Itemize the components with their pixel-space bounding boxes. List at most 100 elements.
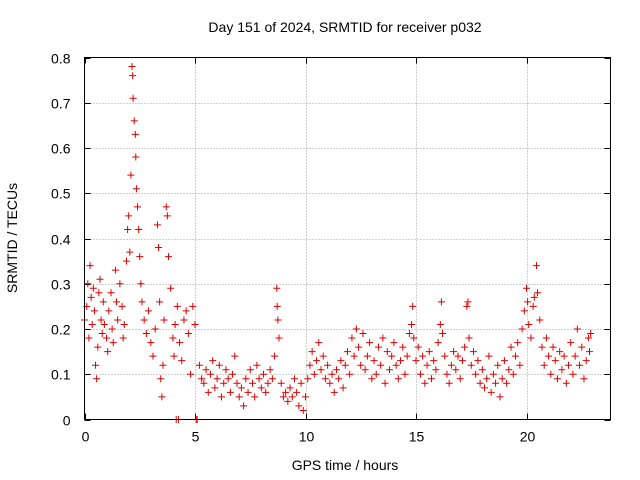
data-point	[131, 130, 139, 138]
data-point	[229, 370, 237, 378]
data-point	[416, 370, 424, 378]
data-point	[213, 375, 221, 383]
data-point	[231, 352, 239, 360]
data-point	[328, 370, 336, 378]
data-point	[173, 302, 181, 310]
data-point	[187, 370, 195, 378]
data-point	[126, 248, 134, 256]
data-point	[445, 379, 453, 387]
data-point	[202, 366, 210, 374]
data-point	[374, 343, 382, 351]
data-point	[118, 302, 126, 310]
data-point	[180, 316, 188, 324]
data-point	[530, 293, 538, 301]
data-point	[525, 320, 533, 328]
data-point	[176, 339, 184, 347]
data-point	[93, 375, 101, 383]
data-point	[337, 357, 345, 365]
data-point	[107, 289, 115, 297]
data-point	[511, 352, 519, 360]
data-point	[498, 375, 506, 383]
data-point	[441, 352, 449, 360]
data-point	[164, 253, 172, 261]
data-point	[95, 289, 103, 297]
data-point	[268, 375, 276, 383]
data-point	[492, 379, 500, 387]
data-point	[536, 316, 544, 324]
data-point	[237, 384, 245, 392]
data-point	[352, 325, 360, 333]
data-point	[290, 375, 298, 383]
data-point	[556, 348, 564, 356]
data-point	[370, 357, 378, 365]
data-point	[204, 388, 212, 396]
data-point	[90, 307, 98, 315]
data-point	[520, 307, 528, 315]
data-point	[224, 375, 232, 383]
y-tick-label: 0.5	[51, 186, 71, 202]
data-point	[251, 393, 259, 401]
data-point	[198, 375, 206, 383]
data-point	[130, 117, 138, 125]
data-point	[127, 171, 135, 179]
data-point	[288, 393, 296, 401]
data-point	[253, 361, 261, 369]
data-point	[159, 361, 167, 369]
data-point	[439, 330, 447, 338]
data-point	[105, 307, 113, 315]
data-point	[332, 366, 340, 374]
data-point	[540, 361, 548, 369]
data-point	[122, 257, 130, 265]
data-point	[160, 316, 168, 324]
data-point	[155, 244, 163, 252]
data-point	[509, 370, 517, 378]
data-point	[147, 339, 155, 347]
data-point	[295, 402, 303, 410]
data-point	[137, 280, 145, 288]
data-point	[306, 361, 314, 369]
data-point	[195, 361, 203, 369]
data-point	[94, 343, 102, 351]
data-point	[586, 348, 594, 356]
data-point	[293, 388, 301, 396]
data-point	[390, 339, 398, 347]
data-point	[584, 334, 592, 342]
data-point	[114, 316, 122, 324]
data-point	[169, 334, 177, 342]
data-point	[84, 280, 92, 288]
data-point	[576, 361, 584, 369]
data-point	[430, 357, 438, 365]
data-point	[507, 343, 515, 351]
data-point	[437, 298, 445, 306]
data-point	[427, 375, 435, 383]
data-point	[346, 370, 354, 378]
data-point	[89, 284, 97, 292]
data-point	[170, 352, 178, 360]
data-point	[321, 375, 329, 383]
data-point	[573, 325, 581, 333]
data-point	[235, 393, 243, 401]
data-point	[467, 361, 475, 369]
data-point	[103, 334, 111, 342]
data-point	[162, 203, 170, 211]
data-point	[88, 320, 96, 328]
data-point	[313, 357, 321, 365]
data-point	[523, 284, 531, 292]
data-point	[485, 352, 493, 360]
data-point	[129, 94, 137, 102]
data-point	[113, 298, 121, 306]
data-point	[273, 302, 281, 310]
data-point	[399, 343, 407, 351]
data-point	[211, 384, 219, 392]
data-point	[125, 212, 133, 220]
x-tick-label: 20	[520, 429, 536, 445]
axis-ticks	[84, 57, 611, 421]
data-point	[282, 388, 290, 396]
data-point	[109, 339, 117, 347]
data-point	[157, 375, 165, 383]
data-point	[403, 352, 411, 360]
data-point	[503, 379, 511, 387]
data-point	[524, 298, 532, 306]
data-point	[142, 330, 150, 338]
